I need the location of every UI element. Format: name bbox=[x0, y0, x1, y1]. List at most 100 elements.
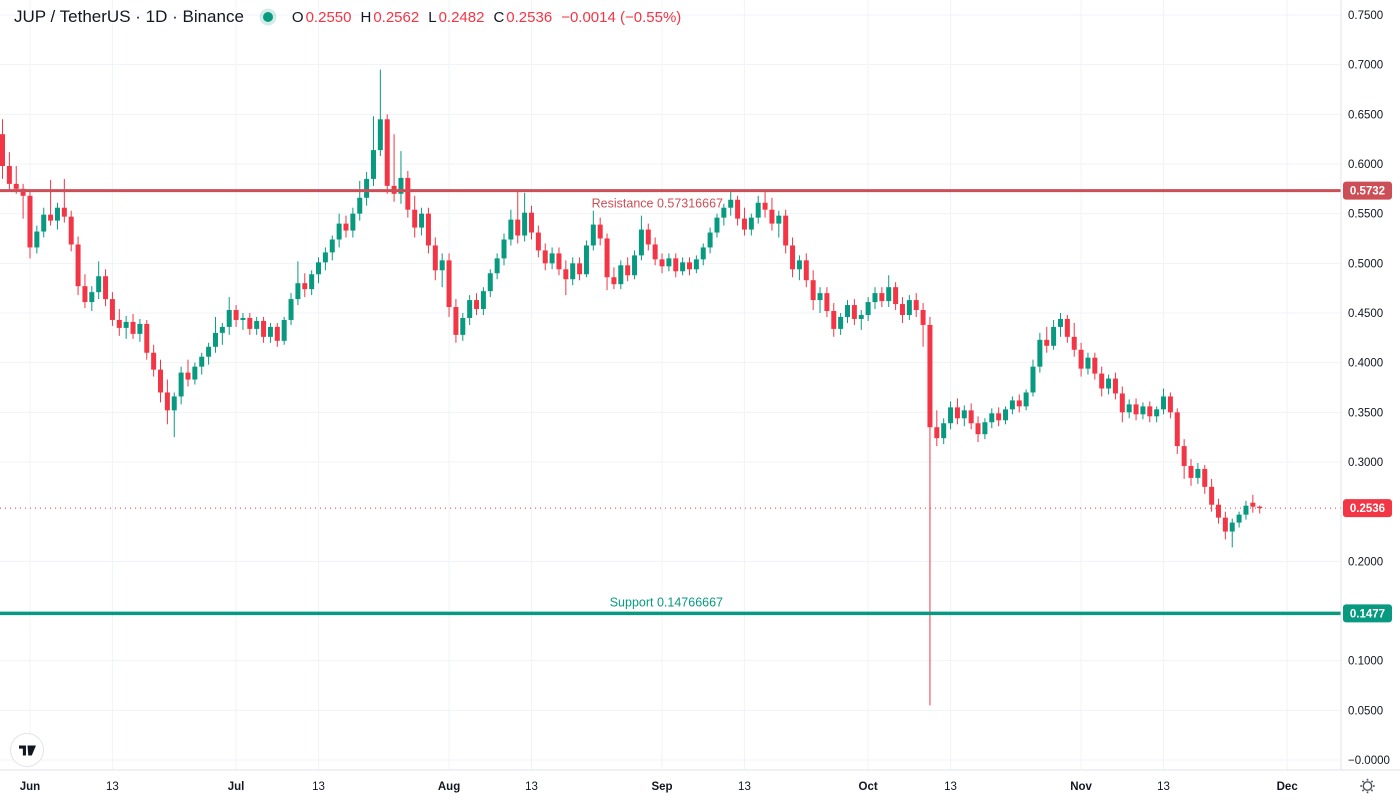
candle-body[interactable] bbox=[611, 277, 617, 285]
candle-body[interactable] bbox=[240, 317, 246, 320]
candle-body[interactable] bbox=[879, 293, 885, 302]
tradingview-logo[interactable] bbox=[10, 733, 44, 767]
candle-body[interactable] bbox=[769, 209, 775, 224]
candle-body[interactable] bbox=[515, 219, 521, 236]
candle-body[interactable] bbox=[810, 280, 816, 301]
candle-body[interactable] bbox=[309, 274, 315, 290]
candle-body[interactable] bbox=[996, 413, 1002, 421]
candle-body[interactable] bbox=[96, 276, 102, 293]
candle-body[interactable] bbox=[302, 283, 308, 290]
candle-body[interactable] bbox=[666, 258, 672, 267]
candle-body[interactable] bbox=[899, 304, 905, 315]
candle-body[interactable] bbox=[817, 293, 823, 301]
candle-body[interactable] bbox=[192, 366, 198, 380]
candle-body[interactable] bbox=[1167, 396, 1173, 413]
candle-body[interactable] bbox=[906, 300, 912, 315]
candle-body[interactable] bbox=[625, 265, 631, 276]
candle-body[interactable] bbox=[487, 273, 493, 292]
candle-body[interactable] bbox=[226, 310, 232, 327]
candle-body[interactable] bbox=[1051, 326, 1057, 346]
candle-body[interactable] bbox=[1003, 409, 1009, 421]
candle-body[interactable] bbox=[1174, 412, 1180, 447]
candle-body[interactable] bbox=[1023, 392, 1029, 407]
candle-body[interactable] bbox=[329, 239, 335, 253]
candle-body[interactable] bbox=[109, 299, 115, 320]
candle-body[interactable] bbox=[796, 260, 802, 270]
candle-body[interactable] bbox=[412, 209, 418, 228]
price-axis[interactable]: 0.7500 0.7000 0.6500 0.6000 0.5500 0.5000 0.45… bbox=[1348, 10, 1390, 767]
candle-body[interactable] bbox=[1119, 393, 1125, 413]
candle-body[interactable] bbox=[1215, 504, 1221, 518]
candle-body[interactable] bbox=[1257, 506, 1263, 509]
candle-body[interactable] bbox=[865, 302, 871, 315]
candle-body[interactable] bbox=[1195, 468, 1201, 478]
candle-body[interactable] bbox=[130, 321, 136, 334]
candle-body[interactable] bbox=[1085, 357, 1091, 369]
candle-body[interactable] bbox=[54, 207, 60, 221]
candle-body[interactable] bbox=[693, 259, 699, 270]
candle-body[interactable] bbox=[467, 300, 473, 318]
candle-body[interactable] bbox=[1147, 406, 1153, 417]
candle-body[interactable] bbox=[1112, 378, 1118, 394]
candle-body[interactable] bbox=[762, 202, 768, 210]
candle-body[interactable] bbox=[604, 238, 610, 278]
candle-body[interactable] bbox=[20, 188, 26, 196]
candle-body[interactable] bbox=[178, 372, 184, 397]
candle-body[interactable] bbox=[164, 392, 170, 411]
candle-body[interactable] bbox=[199, 356, 205, 367]
candle-body[interactable] bbox=[632, 255, 638, 276]
candle-body[interactable] bbox=[89, 292, 95, 303]
candle-body[interactable] bbox=[137, 323, 143, 334]
candle-body[interactable] bbox=[886, 287, 892, 302]
candle-body[interactable] bbox=[27, 195, 33, 248]
candle-body[interactable] bbox=[144, 323, 150, 353]
candle-body[interactable] bbox=[384, 119, 390, 186]
candle-body[interactable] bbox=[261, 320, 267, 337]
candle-body[interactable] bbox=[872, 293, 878, 303]
candle-body[interactable] bbox=[755, 202, 761, 218]
candle-body[interactable] bbox=[494, 258, 500, 274]
candle-body[interactable] bbox=[419, 213, 425, 228]
candle-body[interactable] bbox=[1037, 339, 1043, 367]
candle-body[interactable] bbox=[858, 314, 864, 319]
candle-body[interactable] bbox=[501, 239, 507, 259]
candle-body[interactable] bbox=[652, 244, 658, 260]
candle-body[interactable] bbox=[838, 316, 844, 329]
candle-body[interactable] bbox=[687, 262, 692, 270]
candle-body[interactable] bbox=[927, 324, 933, 428]
candle-body[interactable] bbox=[1106, 378, 1112, 389]
candle-body[interactable] bbox=[570, 263, 576, 280]
candle-body[interactable] bbox=[103, 276, 109, 300]
candle-body[interactable] bbox=[254, 320, 260, 329]
candle-body[interactable] bbox=[61, 207, 67, 217]
candle-body[interactable] bbox=[556, 253, 562, 270]
candle-body[interactable] bbox=[659, 259, 665, 267]
candle-body[interactable] bbox=[1188, 465, 1194, 478]
candle-body[interactable] bbox=[522, 212, 528, 236]
candle-body[interactable] bbox=[1064, 318, 1070, 337]
candle-body[interactable] bbox=[741, 218, 747, 230]
candle-body[interactable] bbox=[343, 223, 349, 231]
candle-body[interactable] bbox=[1243, 505, 1249, 515]
candle-body[interactable] bbox=[13, 183, 19, 189]
candle-body[interactable] bbox=[590, 224, 596, 246]
candle-body[interactable] bbox=[405, 177, 411, 210]
candle-body[interactable] bbox=[1161, 396, 1167, 410]
candle-body[interactable] bbox=[1078, 349, 1084, 369]
candle-body[interactable] bbox=[920, 310, 926, 325]
candle-body[interactable] bbox=[714, 217, 720, 233]
candle-body[interactable] bbox=[1016, 400, 1022, 407]
candle-body[interactable] bbox=[528, 212, 534, 233]
candle-body[interactable] bbox=[577, 263, 583, 275]
candle-body[interactable] bbox=[219, 326, 225, 333]
candle-body[interactable] bbox=[673, 258, 679, 272]
candle-body[interactable] bbox=[1044, 339, 1050, 346]
candle-body[interactable] bbox=[721, 207, 727, 218]
candle-body[interactable] bbox=[790, 245, 796, 270]
candle-body[interactable] bbox=[350, 213, 356, 231]
candle-body[interactable] bbox=[82, 286, 88, 303]
candle-body[interactable] bbox=[1126, 404, 1132, 413]
candle-body[interactable] bbox=[1071, 336, 1077, 350]
candle-body[interactable] bbox=[1009, 400, 1015, 410]
